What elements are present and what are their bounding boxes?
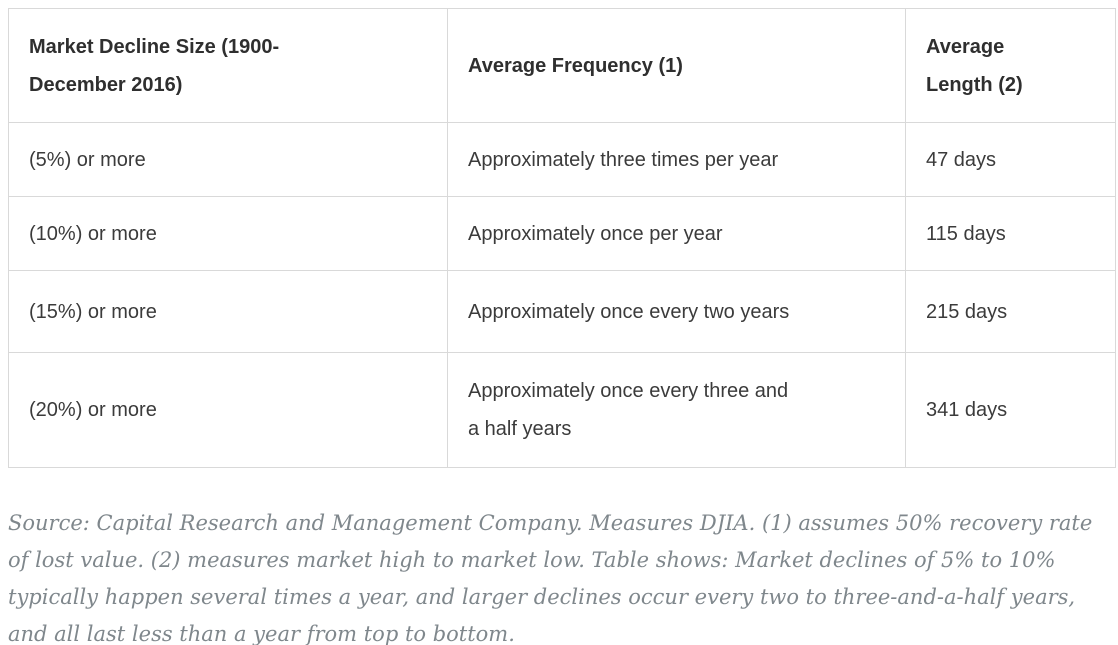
column-header-average-frequency: Average Frequency (1): [447, 8, 906, 123]
table-row: (5%) or more Approximately three times p…: [8, 122, 1116, 197]
source-footnote: Source: Capital Research and Management …: [8, 511, 1093, 645]
cell-decline-size: (10%) or more: [8, 196, 448, 271]
cell-frequency: Approximately once per year: [447, 196, 906, 271]
cell-length: 341 days: [905, 352, 1116, 468]
table-row: (20%) or more Approximately once every t…: [8, 352, 1116, 468]
cell-length: 115 days: [905, 196, 1116, 271]
cell-frequency: Approximately once every three and a hal…: [447, 352, 906, 468]
cell-length: 47 days: [905, 122, 1116, 197]
column-header-average-length: Average Length (2): [905, 8, 1116, 123]
market-decline-table: Market Decline Size (1900- December 2016…: [8, 8, 1116, 468]
column-header-decline-size: Market Decline Size (1900- December 2016…: [8, 8, 448, 123]
cell-decline-size: (20%) or more: [8, 352, 448, 468]
cell-frequency: Approximately three times per year: [447, 122, 906, 197]
cell-frequency: Approximately once every two years: [447, 270, 906, 353]
table-header-row: Market Decline Size (1900- December 2016…: [8, 8, 1116, 123]
table-row: (10%) or more Approximately once per yea…: [8, 196, 1116, 271]
cell-decline-size: (5%) or more: [8, 122, 448, 197]
table-row: (15%) or more Approximately once every t…: [8, 270, 1116, 353]
cell-decline-size: (15%) or more: [8, 270, 448, 353]
cell-length: 215 days: [905, 270, 1116, 353]
